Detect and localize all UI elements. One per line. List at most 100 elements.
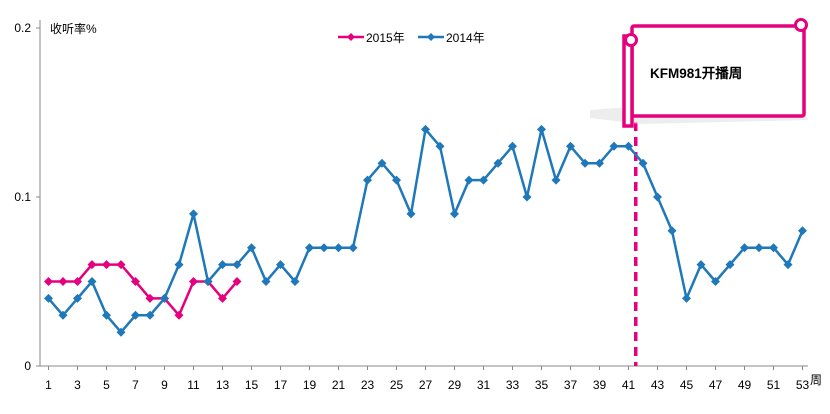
data-point: [218, 293, 227, 303]
axis-ticks: 00.10.21 3 5 7 9 11 13 15 17 19 21 23 25 27 29 31 33 35 37…: [14, 21, 809, 392]
annotation-label: KFM981开播周: [650, 65, 742, 81]
data-point: [276, 260, 285, 270]
x-tick-label: 17: [274, 378, 288, 392]
data-point: [609, 141, 619, 151]
data-point: [319, 243, 329, 253]
data-point: [363, 175, 372, 185]
data-point: [145, 293, 155, 303]
data-point: [44, 277, 53, 286]
data-point: [290, 277, 300, 286]
data-point: [595, 158, 604, 168]
series-1: [44, 260, 242, 320]
data-point: [348, 243, 358, 253]
legend-marker: [427, 33, 435, 41]
x-axis-label: 周: [810, 373, 822, 387]
data-point: [305, 243, 314, 253]
data-point: [261, 277, 271, 286]
data-point: [754, 243, 764, 253]
data-point: [392, 175, 401, 185]
x-tick-label: 43: [651, 378, 665, 392]
data-point: [566, 141, 575, 151]
data-point: [769, 243, 778, 253]
data-point: [421, 124, 430, 134]
data-point: [740, 243, 749, 253]
x-tick-label: 37: [564, 378, 578, 392]
series-layer: [44, 124, 807, 337]
callout-left-curl: [624, 33, 638, 47]
x-tick-label: 25: [390, 378, 404, 392]
legend-label: 2015年: [366, 31, 405, 45]
x-tick-label: 9: [161, 378, 168, 392]
data-point: [493, 158, 503, 168]
x-tick-label: 5: [103, 378, 110, 392]
y-tick-label: 0: [24, 359, 31, 373]
data-point: [653, 192, 662, 202]
y-axis-label: 收听率%: [50, 21, 97, 36]
data-point: [232, 260, 242, 270]
x-tick-label: 45: [680, 378, 694, 392]
data-point: [160, 293, 169, 303]
data-point: [131, 277, 140, 286]
data-point: [450, 209, 459, 219]
data-point: [87, 260, 97, 270]
x-tick-label: 35: [535, 378, 549, 392]
data-point: [174, 310, 184, 320]
data-point: [522, 192, 532, 202]
x-tick-label: 3: [74, 378, 81, 392]
x-tick-label: 19: [303, 378, 317, 392]
data-point: [203, 277, 213, 286]
x-tick-label: 39: [593, 378, 607, 392]
series-line: [48, 263, 238, 317]
data-point: [667, 226, 677, 236]
x-tick-label: 33: [506, 378, 520, 392]
data-point: [145, 310, 155, 320]
x-tick-label: 7: [132, 378, 139, 392]
data-point: [406, 209, 416, 219]
x-tick-label: 21: [332, 378, 346, 392]
data-point: [102, 310, 111, 320]
series-2: [44, 124, 807, 337]
data-point: [116, 327, 126, 337]
axes: [39, 20, 808, 367]
data-point: [189, 277, 198, 286]
y-tick-label: 0.2: [14, 21, 31, 35]
x-tick-label: 41: [622, 378, 636, 392]
x-tick-label: 31: [477, 378, 491, 392]
x-tick-label: 53: [796, 378, 810, 392]
data-point: [798, 226, 807, 236]
data-point: [87, 277, 97, 286]
x-tick-label: 49: [738, 378, 752, 392]
data-point: [377, 158, 387, 168]
data-point: [725, 260, 735, 270]
data-point: [624, 141, 633, 151]
data-point: [638, 158, 648, 168]
data-point: [696, 260, 706, 270]
data-point: [580, 158, 590, 168]
data-point: [479, 175, 488, 185]
annotation-callout: KFM981开播周: [590, 18, 808, 128]
data-point: [334, 243, 343, 253]
callout-right-curl: [794, 18, 808, 32]
data-point: [247, 243, 256, 253]
series-line: [47, 128, 804, 334]
data-point: [435, 141, 445, 151]
data-point: [58, 277, 68, 286]
x-tick-label: 13: [216, 378, 230, 392]
x-tick-label: 29: [448, 378, 462, 392]
data-point: [232, 277, 242, 286]
data-point: [44, 293, 53, 303]
x-tick-label: 47: [709, 378, 723, 392]
x-tick-label: 27: [419, 378, 433, 392]
data-point: [131, 310, 140, 320]
legend-label: 2014年: [446, 31, 485, 45]
data-point: [73, 277, 82, 286]
data-point: [102, 260, 111, 270]
data-point: [711, 277, 720, 286]
legend-marker: [347, 33, 355, 41]
x-tick-label: 51: [767, 378, 781, 392]
data-point: [783, 260, 793, 270]
data-point: [537, 124, 546, 134]
x-tick-label: 11: [187, 378, 200, 392]
